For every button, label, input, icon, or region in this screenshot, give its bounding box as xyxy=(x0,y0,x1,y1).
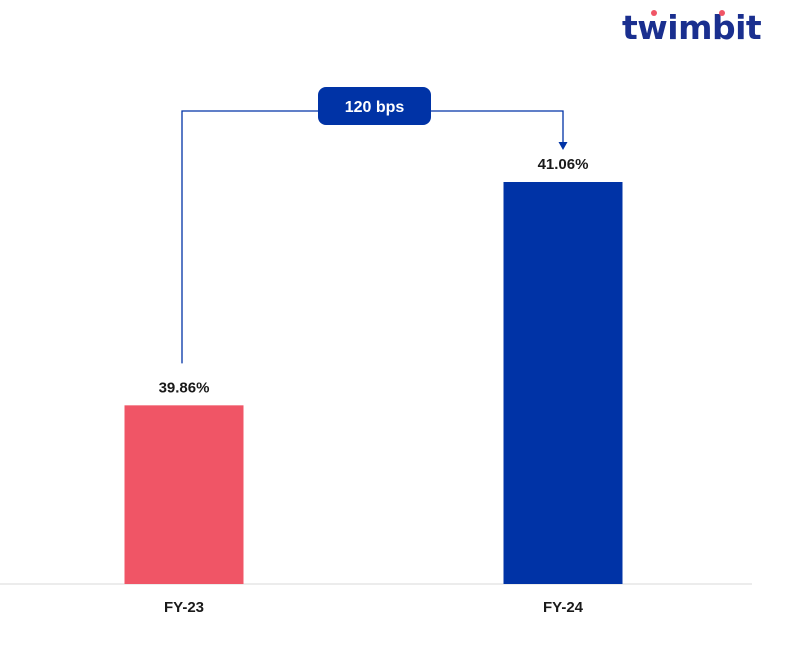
data-label-fy-23: 39.86% xyxy=(159,379,210,396)
change-badge-label: 120 bps xyxy=(345,99,405,116)
bar-fy-23 xyxy=(124,405,244,584)
change-badge xyxy=(318,87,431,125)
bar-fy-24 xyxy=(503,182,623,584)
connector-layer: 120 bps xyxy=(181,87,568,364)
bars-layer: 39.86% FY-23 41.06% FY-24 xyxy=(124,156,623,616)
arrowhead-icon xyxy=(558,142,568,150)
logo-dot-icon xyxy=(651,10,657,16)
logo-dot-icon xyxy=(719,10,725,16)
x-tick-label-fy-24: FY-24 xyxy=(543,599,584,616)
x-tick-label-fy-23: FY-23 xyxy=(164,599,204,616)
data-label-fy-24: 41.06% xyxy=(538,156,589,173)
logo-text: twimbit xyxy=(622,8,762,47)
twimbit-logo: twimbit xyxy=(622,8,762,48)
